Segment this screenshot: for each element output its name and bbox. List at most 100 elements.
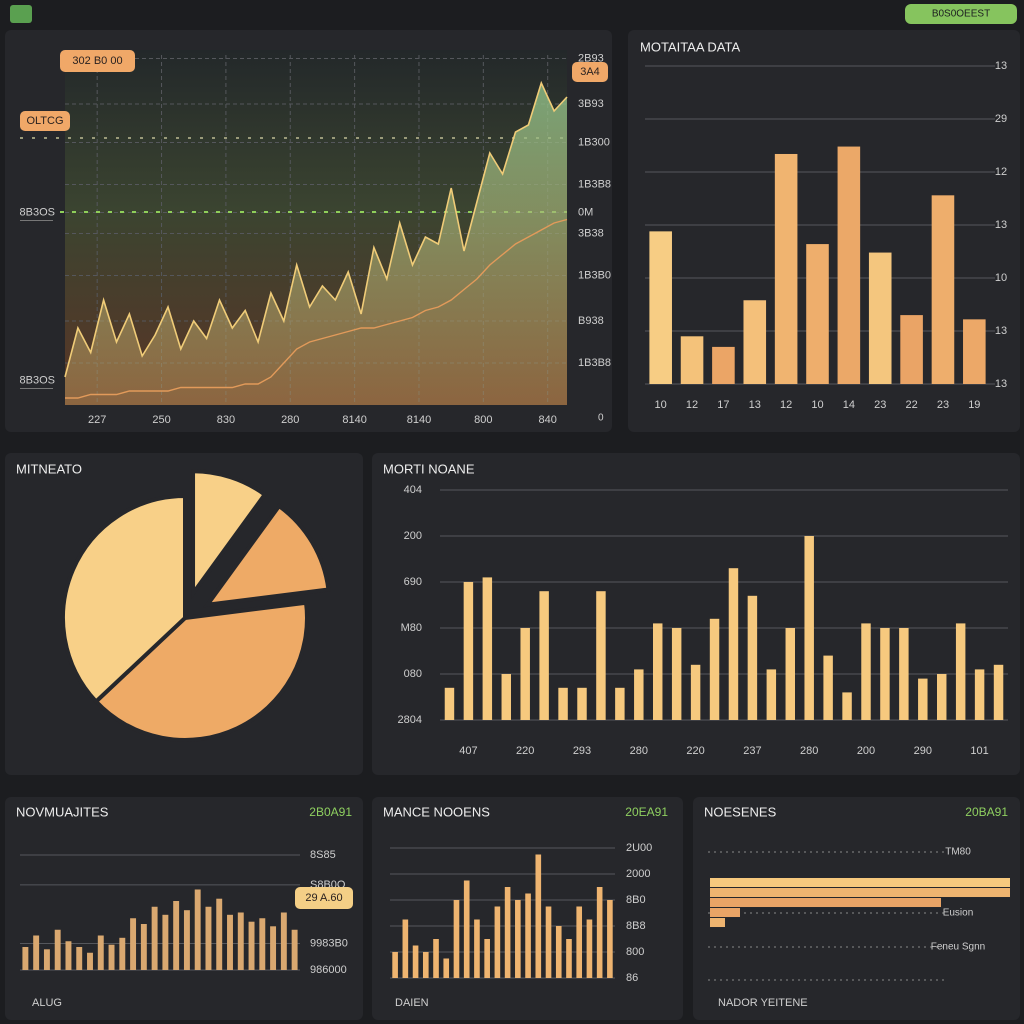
bar: [183, 910, 190, 970]
bar: [993, 664, 1004, 720]
y-tick-label: 080: [404, 668, 422, 680]
y-tick-label: 1B300: [578, 136, 610, 148]
panel: [693, 797, 1020, 1020]
bar: [842, 692, 852, 720]
x-tick-label: 280: [281, 414, 299, 426]
y-tick-label: 9983B0: [310, 937, 348, 949]
bar: [87, 952, 93, 970]
bar: [108, 944, 115, 970]
bar: [22, 947, 29, 970]
bar: [33, 935, 40, 970]
y-tick-label: 800: [626, 946, 644, 958]
y-tick-label: 3B93: [578, 98, 604, 110]
x-tick-label: 200: [857, 745, 875, 757]
bar: [680, 336, 704, 384]
y-tick-label: 13: [995, 219, 1007, 231]
bar: [463, 582, 474, 720]
x-tick-label: 280: [800, 745, 818, 757]
bar: [520, 628, 530, 720]
x-tick-label: 293: [573, 745, 591, 757]
panel-subtitle: 20BA91: [965, 805, 1008, 819]
bar: [237, 912, 244, 970]
bar: [515, 900, 521, 978]
pie-slice: [203, 503, 331, 608]
x-tick-label: 13: [749, 399, 761, 411]
x-tick-label: 237: [743, 745, 761, 757]
bar: [474, 919, 480, 978]
bar: [291, 929, 298, 970]
bar: [130, 918, 137, 970]
x-tick-label: 101: [970, 745, 988, 757]
bar: [747, 595, 758, 720]
annotation: OLTCG: [26, 115, 63, 127]
area-fill: [65, 83, 567, 405]
bar: [766, 669, 777, 720]
bar: [525, 893, 531, 978]
x-tick-label: 17: [717, 399, 729, 411]
y-tick-label: 3B38: [578, 227, 604, 239]
bar: [710, 898, 941, 907]
bar: [453, 900, 460, 978]
bar: [596, 591, 606, 720]
bar: [227, 914, 233, 970]
bar: [248, 921, 255, 970]
bar: [504, 887, 511, 978]
panel-title: MITNEATO: [16, 461, 82, 476]
panel-subtitle: 2B0A91: [309, 805, 352, 819]
x-axis-label: ALUG: [32, 997, 62, 1009]
annotation: 3A4: [580, 66, 600, 78]
x-tick-label: 14: [843, 399, 855, 411]
bar: [785, 628, 795, 720]
y-tick-label: 8B0: [626, 894, 646, 906]
x-tick-label: 12: [686, 399, 698, 411]
app-icon[interactable]: [10, 5, 32, 23]
bar: [270, 926, 277, 970]
bar: [806, 244, 829, 384]
bar: [173, 901, 180, 970]
y-tick-label: 986000: [310, 964, 347, 976]
bar: [823, 655, 833, 720]
y-tick-label: 2U00: [626, 842, 652, 854]
bar: [710, 888, 1010, 897]
bar: [710, 878, 1010, 887]
annotation: 29 A.60: [305, 892, 342, 904]
bar: [402, 919, 409, 978]
bar: [97, 935, 104, 970]
bar: [837, 146, 861, 384]
y-tick-label: 690: [404, 576, 422, 588]
bar: [54, 929, 61, 970]
bar: [484, 939, 490, 978]
y-tick-label: 2000: [626, 868, 650, 880]
annotation-box: [60, 50, 135, 72]
x-tick-label: 23: [874, 399, 886, 411]
pie-slice: [191, 469, 268, 600]
x-tick-label: 10: [811, 399, 823, 411]
bar: [743, 300, 767, 384]
bar: [710, 918, 725, 927]
bar: [615, 687, 625, 720]
y-tick-label: 1B3B8: [578, 178, 611, 190]
x-tick-label: 800: [474, 414, 492, 426]
x-tick-label: 840: [539, 414, 557, 426]
x-tick-label: 19: [968, 399, 980, 411]
bar: [463, 880, 470, 978]
bar: [671, 628, 682, 720]
bar: [861, 623, 871, 720]
annotation-box: [572, 62, 608, 82]
bar: [774, 153, 798, 384]
x-axis-label: NADOR YEITENE: [718, 997, 808, 1009]
bar: [194, 889, 201, 970]
annotation: Feneu Sgnn: [931, 942, 986, 953]
bar: [535, 854, 542, 978]
bar: [566, 939, 572, 978]
bar: [576, 906, 583, 978]
y-tick-label: 200: [404, 530, 422, 542]
bar: [709, 618, 720, 720]
bar: [433, 939, 439, 978]
y-tick-label: 13: [995, 378, 1007, 390]
y-tick-label: 29: [995, 113, 1007, 125]
bar: [501, 674, 511, 720]
status-badge[interactable]: [905, 4, 1017, 24]
